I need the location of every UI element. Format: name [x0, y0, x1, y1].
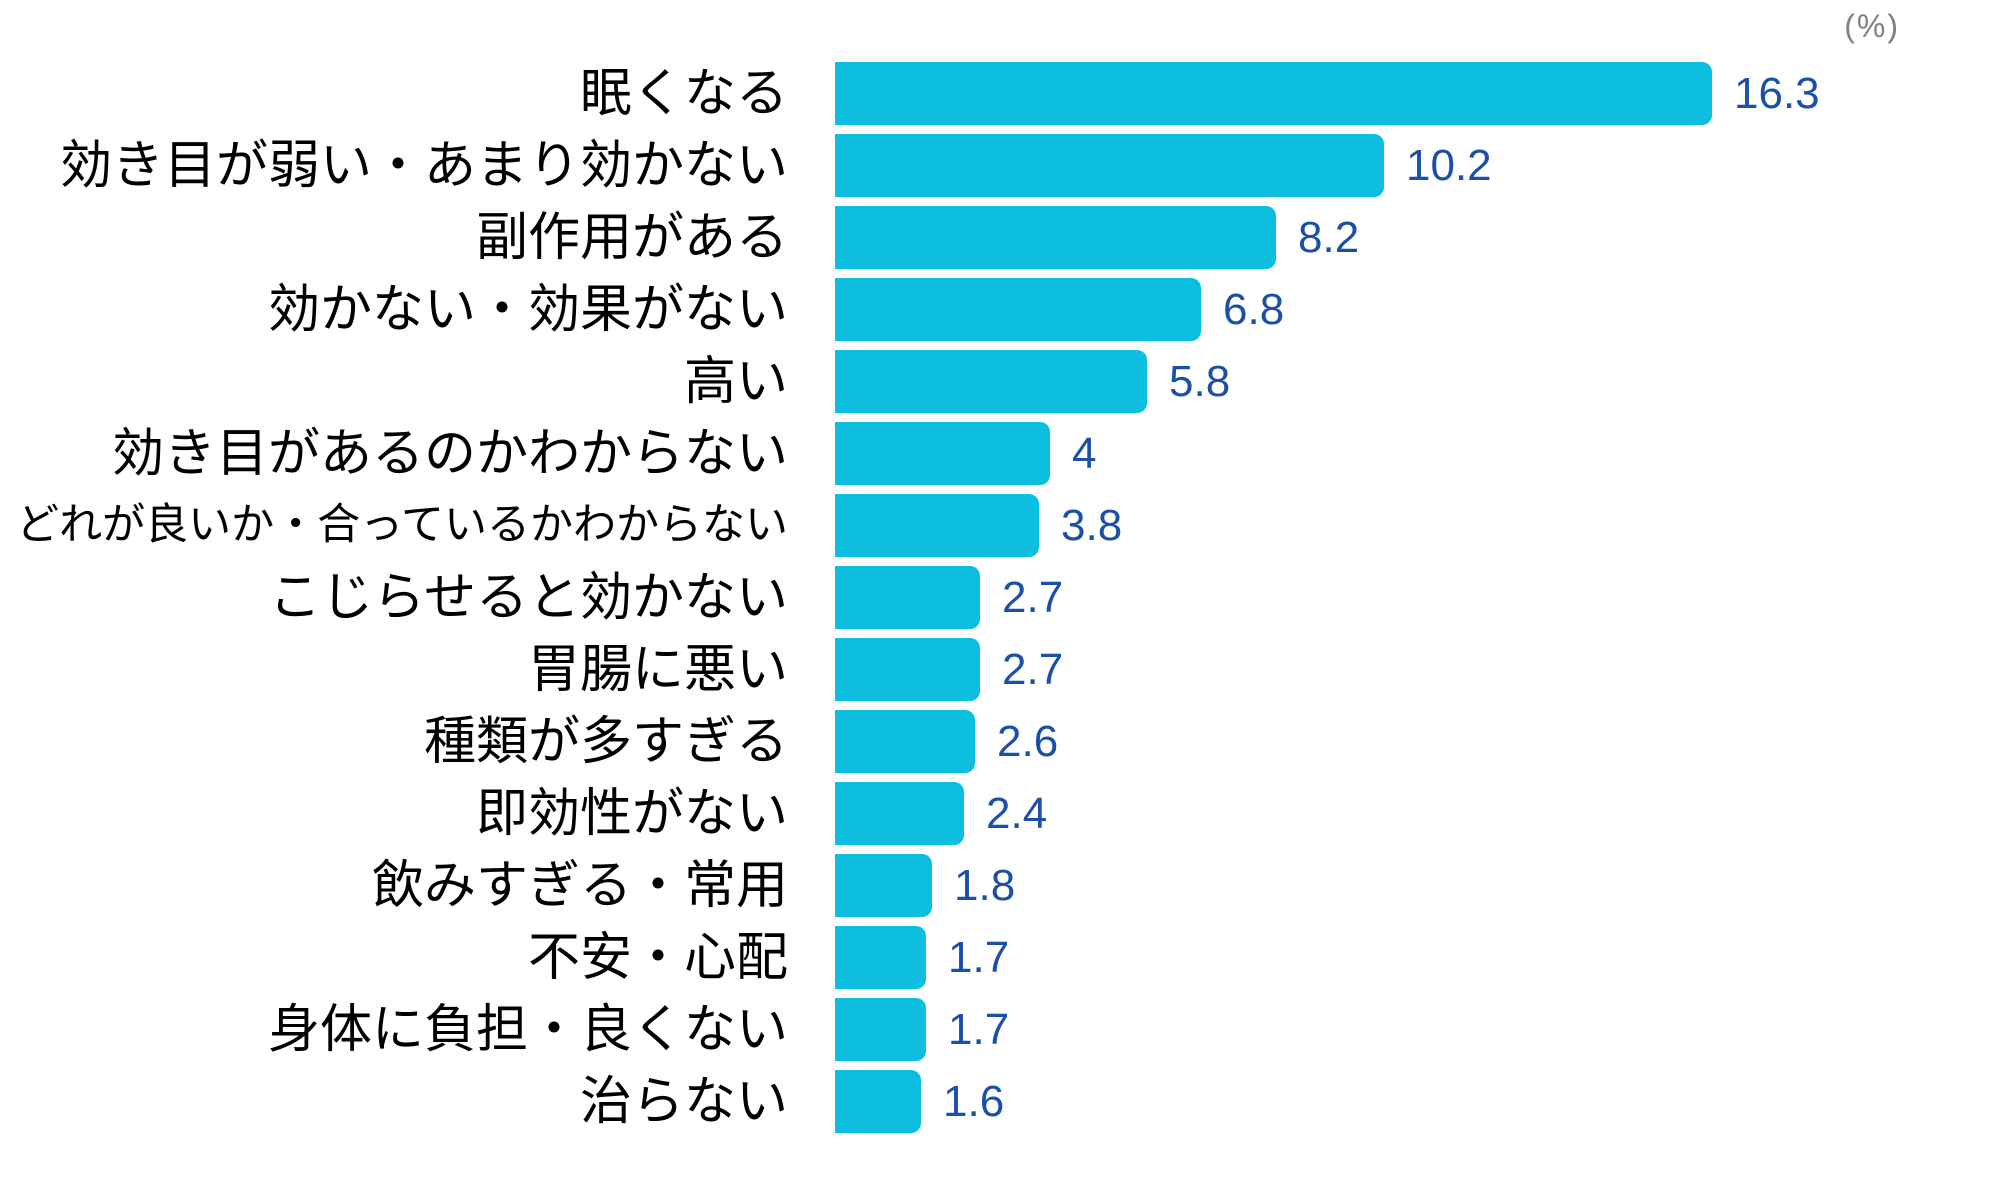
- value-label: 2.7: [1002, 572, 1064, 622]
- category-label: どれが良いか・合っているかわからない: [16, 501, 788, 549]
- chart-row: 効かない・効果がない 6.8: [0, 278, 1820, 341]
- chart-rows: 眠くなる 16.3 効き目が弱い・あまり効かない 10.2 副作用がある 8.2 効かない・…: [0, 62, 1820, 1133]
- bar: [835, 710, 975, 773]
- bar: [835, 134, 1384, 197]
- chart-row: 効き目があるのかわからない 4: [0, 422, 1820, 485]
- category-label: 不安・心配: [527, 928, 788, 987]
- value-label: 6.8: [1223, 284, 1285, 334]
- category-label: 眠くなる: [579, 64, 788, 123]
- value-label: 1.8: [954, 860, 1016, 910]
- chart-row: 胃腸に悪い 2.7: [0, 638, 1820, 701]
- value-label: 2.6: [997, 716, 1059, 766]
- bar: [835, 206, 1276, 269]
- chart-row: 種類が多すぎる 2.6: [0, 710, 1820, 773]
- chart-row: 飲みすぎる・常用 1.8: [0, 854, 1820, 917]
- category-label: 身体に負担・良くない: [267, 1000, 788, 1059]
- value-label: 1.7: [948, 932, 1010, 982]
- chart-row: 即効性がない 2.4: [0, 782, 1820, 845]
- category-label: 即効性がない: [475, 784, 788, 843]
- bar: [835, 782, 964, 845]
- category-label: 効かない・効果がない: [267, 280, 788, 339]
- category-label: こじらせると効かない: [269, 568, 788, 627]
- chart-row: こじらせると効かない 2.7: [0, 566, 1820, 629]
- bar: [835, 998, 926, 1061]
- bar: [835, 638, 980, 701]
- category-label: 胃腸に悪い: [527, 640, 788, 699]
- bar: [835, 1070, 921, 1133]
- value-label: 2.4: [986, 788, 1048, 838]
- chart-row: 不安・心配 1.7: [0, 926, 1820, 989]
- category-label: 効き目が弱い・あまり効かない: [59, 136, 788, 195]
- chart-row: どれが良いか・合っているかわからない 3.8: [0, 494, 1820, 557]
- chart-row: 治らない 1.6: [0, 1070, 1820, 1133]
- value-label: 8.2: [1298, 212, 1360, 262]
- category-label: 治らない: [579, 1072, 788, 1131]
- bar: [835, 926, 926, 989]
- chart-row: 副作用がある 8.2: [0, 206, 1820, 269]
- bar: [835, 494, 1039, 557]
- bar: [835, 566, 980, 629]
- bar: [835, 278, 1201, 341]
- category-label: 飲みすぎる・常用: [371, 856, 788, 915]
- value-label: 10.2: [1406, 140, 1492, 190]
- chart-row: 効き目が弱い・あまり効かない 10.2: [0, 134, 1820, 197]
- value-label: 16.3: [1734, 68, 1820, 118]
- value-label: 1.7: [948, 1004, 1010, 1054]
- category-label: 副作用がある: [475, 208, 788, 267]
- chart-row: 身体に負担・良くない 1.7: [0, 998, 1820, 1061]
- bar: [835, 854, 932, 917]
- bar: [835, 350, 1147, 413]
- bar: [835, 62, 1712, 125]
- category-label: 効き目があるのかわからない: [111, 424, 788, 483]
- category-label: 高い: [683, 352, 788, 411]
- unit-label: (%): [1844, 8, 1900, 44]
- value-label: 5.8: [1169, 356, 1231, 406]
- value-label: 2.7: [1002, 644, 1064, 694]
- category-label: 種類が多すぎる: [423, 712, 788, 771]
- bar: [835, 422, 1050, 485]
- chart-row: 眠くなる 16.3: [0, 62, 1820, 125]
- value-label: 3.8: [1061, 500, 1123, 550]
- value-label: 1.6: [943, 1076, 1005, 1126]
- chart-row: 高い 5.8: [0, 350, 1820, 413]
- value-label: 4: [1072, 428, 1097, 478]
